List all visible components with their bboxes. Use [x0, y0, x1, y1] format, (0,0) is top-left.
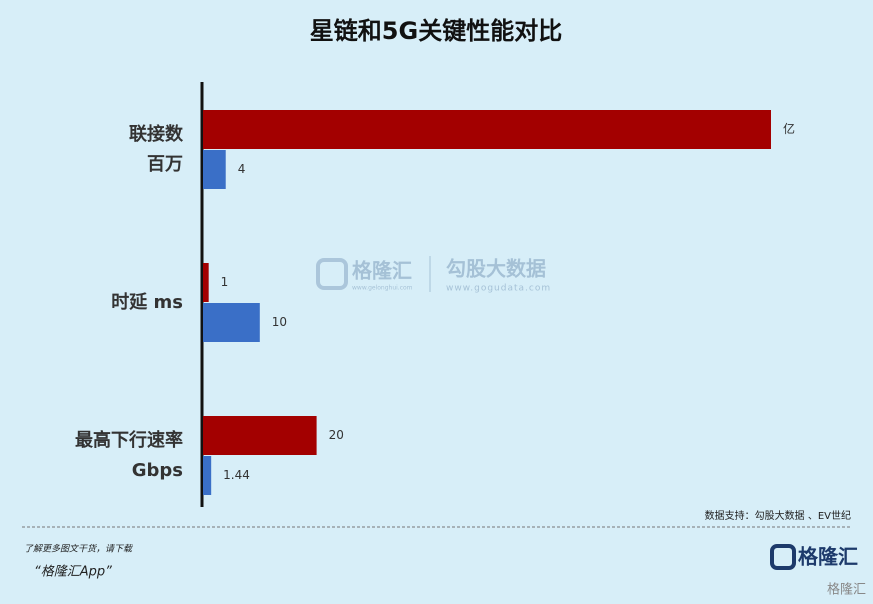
value-label: 亿 [783, 121, 795, 136]
watermark-url: www.gelonghui.com [352, 285, 413, 292]
source: 数据支持：勾股大数据 、EV世纪 [705, 509, 851, 522]
watermark-icon [316, 258, 348, 290]
category-label: 联接数 百万 [129, 123, 183, 175]
bar [203, 456, 212, 495]
bar [203, 150, 226, 189]
category-label: 最高下行速率 Gbps [75, 429, 183, 481]
watermark: 格隆汇 www.gelonghui.com 勾股大数据 www.gogudata… [316, 256, 551, 294]
logo-icon [770, 544, 796, 570]
category-label: 时延 ms [111, 291, 183, 313]
bar [203, 303, 260, 342]
chart-title: 星链和5G关键性能对比 [310, 17, 562, 45]
watermark-brand: 格隆汇 [352, 259, 412, 283]
value-label: 4 [238, 162, 246, 176]
value-label: 10 [272, 315, 287, 329]
footer-prompt: 了解更多图文干货，请下载 [24, 544, 133, 555]
watermark-partner: 勾股大数据 [446, 257, 546, 281]
value-label: 1 [221, 275, 229, 289]
logo-text: 格隆汇 [798, 545, 858, 569]
bar [203, 263, 209, 302]
bar [203, 110, 771, 149]
value-label: 20 [329, 428, 344, 442]
footer-app: “格隆汇App” [34, 565, 112, 580]
value-label: 1.44 [223, 468, 250, 482]
watermark-url: www.gogudata.com [446, 284, 551, 294]
corner-mark: 格隆汇 [827, 582, 866, 598]
bar [203, 416, 317, 455]
